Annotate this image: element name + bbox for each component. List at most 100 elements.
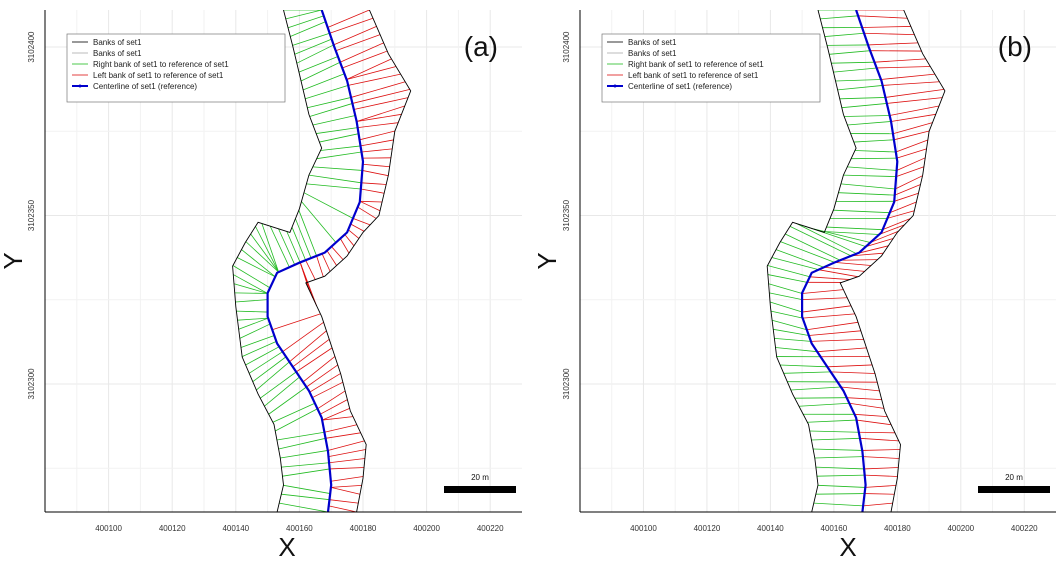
- right-bank-transect: [767, 265, 810, 278]
- right-bank-transect: [291, 226, 306, 261]
- right-bank-transect: [790, 386, 841, 391]
- left-bank-transect: [893, 130, 930, 141]
- right-bank-transect: [319, 133, 359, 143]
- x-tick-label: 400200: [947, 524, 974, 533]
- right-bank-transect: [847, 166, 897, 171]
- left-bank-transect: [305, 260, 316, 280]
- right-bank-transect: [298, 56, 339, 73]
- right-bank-transect: [237, 317, 269, 321]
- left-bank-transect: [880, 73, 935, 80]
- x-tick-label: 400200: [413, 524, 440, 533]
- right-bank-transect: [839, 97, 886, 100]
- right-bank-transect: [269, 225, 290, 268]
- right-bank-transect: [821, 230, 880, 235]
- left-bank-transect: [889, 201, 917, 214]
- right-bank-transect: [770, 310, 803, 319]
- left-bank-transect: [352, 89, 410, 104]
- right-bank-transect: [294, 38, 332, 55]
- right-bank-transect: [309, 103, 353, 117]
- left-bank-transect: [312, 381, 344, 399]
- left-bank-transect: [859, 437, 899, 442]
- x-tick-label: 400100: [630, 524, 657, 533]
- right-bank-transect: [241, 249, 276, 278]
- left-bank-transect: [330, 487, 361, 495]
- left-bank-transect: [272, 313, 321, 331]
- left-bank-transect: [864, 493, 895, 495]
- right-bank-transect: [307, 97, 352, 109]
- right-bank-transect: [796, 223, 857, 255]
- left-bank-transect: [830, 371, 876, 374]
- right-bank-transect: [248, 351, 283, 374]
- left-bank-transect: [840, 386, 880, 392]
- left-bank-transect: [817, 347, 867, 353]
- scale-bar-label: 20 m: [1005, 473, 1023, 482]
- right-bank-transect: [239, 323, 271, 339]
- right-bank-transect: [272, 402, 316, 423]
- right-bank-transect: [256, 361, 290, 391]
- right-bank-transect: [286, 231, 301, 263]
- legend-marker: [78, 84, 82, 88]
- left-bank-transect: [834, 261, 872, 266]
- right-bank-transect: [278, 437, 326, 450]
- right-bank-transect: [232, 265, 271, 289]
- legend-entry: Right bank of set1 to reference of set1: [628, 60, 764, 69]
- right-bank-transect: [268, 386, 307, 415]
- right-bank-transect: [774, 337, 811, 342]
- right-bank-transect: [847, 121, 892, 126]
- right-bank-transect: [783, 371, 831, 374]
- right-bank-transect: [233, 274, 268, 294]
- left-bank-transect: [802, 297, 848, 301]
- x-tick-label: 400220: [477, 524, 504, 533]
- right-bank-transect: [281, 493, 330, 501]
- x-tick-label: 400220: [1011, 524, 1038, 533]
- x-tick-label: 400180: [884, 524, 911, 533]
- right-bank-transect: [306, 183, 361, 190]
- left-bank-transect: [346, 58, 392, 80]
- x-axis-title: X: [839, 532, 856, 562]
- left-bank-transect: [339, 42, 384, 63]
- left-bank-transect: [329, 499, 359, 504]
- right-bank-transect: [780, 241, 835, 263]
- left-bank-transect: [887, 210, 915, 219]
- left-bank-transect: [870, 230, 899, 243]
- right-bank-transect: [826, 226, 883, 231]
- right-bank-transect: [817, 484, 866, 488]
- left-bank-transect: [896, 166, 925, 177]
- left-bank-transect: [342, 50, 388, 69]
- right-bank-transect: [844, 115, 890, 117]
- left-bank-transect: [350, 223, 365, 232]
- left-bank-transect: [854, 413, 888, 418]
- left-bank-transect: [865, 484, 897, 488]
- legend-entry: Centerline of set1 (reference): [93, 82, 197, 91]
- left-bank-transect: [324, 424, 357, 433]
- scale-bar: [978, 486, 1050, 493]
- left-bank-transect: [357, 122, 399, 128]
- left-bank-transect: [346, 66, 397, 80]
- x-tick-label: 400160: [286, 524, 313, 533]
- right-bank-transect: [814, 456, 863, 459]
- y-tick-label: 3102300: [562, 368, 571, 400]
- legend-entry: Right bank of set1 to reference of set1: [93, 60, 229, 69]
- left-bank-transect: [890, 113, 936, 122]
- left-bank-transect: [321, 407, 350, 421]
- right-bank-transect: [285, 10, 322, 20]
- right-bank-transect: [250, 233, 279, 273]
- x-tick-label: 400180: [350, 524, 377, 533]
- right-bank-transect: [833, 67, 877, 73]
- x-tick-label: 400100: [95, 524, 122, 533]
- left-bank-transect: [858, 431, 895, 434]
- right-bank-transect: [252, 356, 287, 382]
- left-bank-transect: [896, 148, 927, 159]
- right-bank-transect: [282, 468, 330, 477]
- y-tick-label: 3102400: [27, 31, 36, 63]
- right-bank-transect: [820, 15, 859, 20]
- left-bank-transect: [361, 148, 393, 153]
- chart-panel-a: 400100 400120 400140 400160 400180 400200 4002…: [0, 10, 522, 562]
- left-bank-transect: [352, 217, 371, 226]
- left-bank-transect: [289, 330, 327, 363]
- right-bank-transect: [298, 210, 317, 257]
- right-bank-transect: [305, 85, 349, 100]
- legend: Banks of set1 Banks of set1 Right bank of …: [66, 33, 286, 103]
- right-bank-transect: [264, 376, 300, 407]
- left-bank-transect: [864, 467, 899, 470]
